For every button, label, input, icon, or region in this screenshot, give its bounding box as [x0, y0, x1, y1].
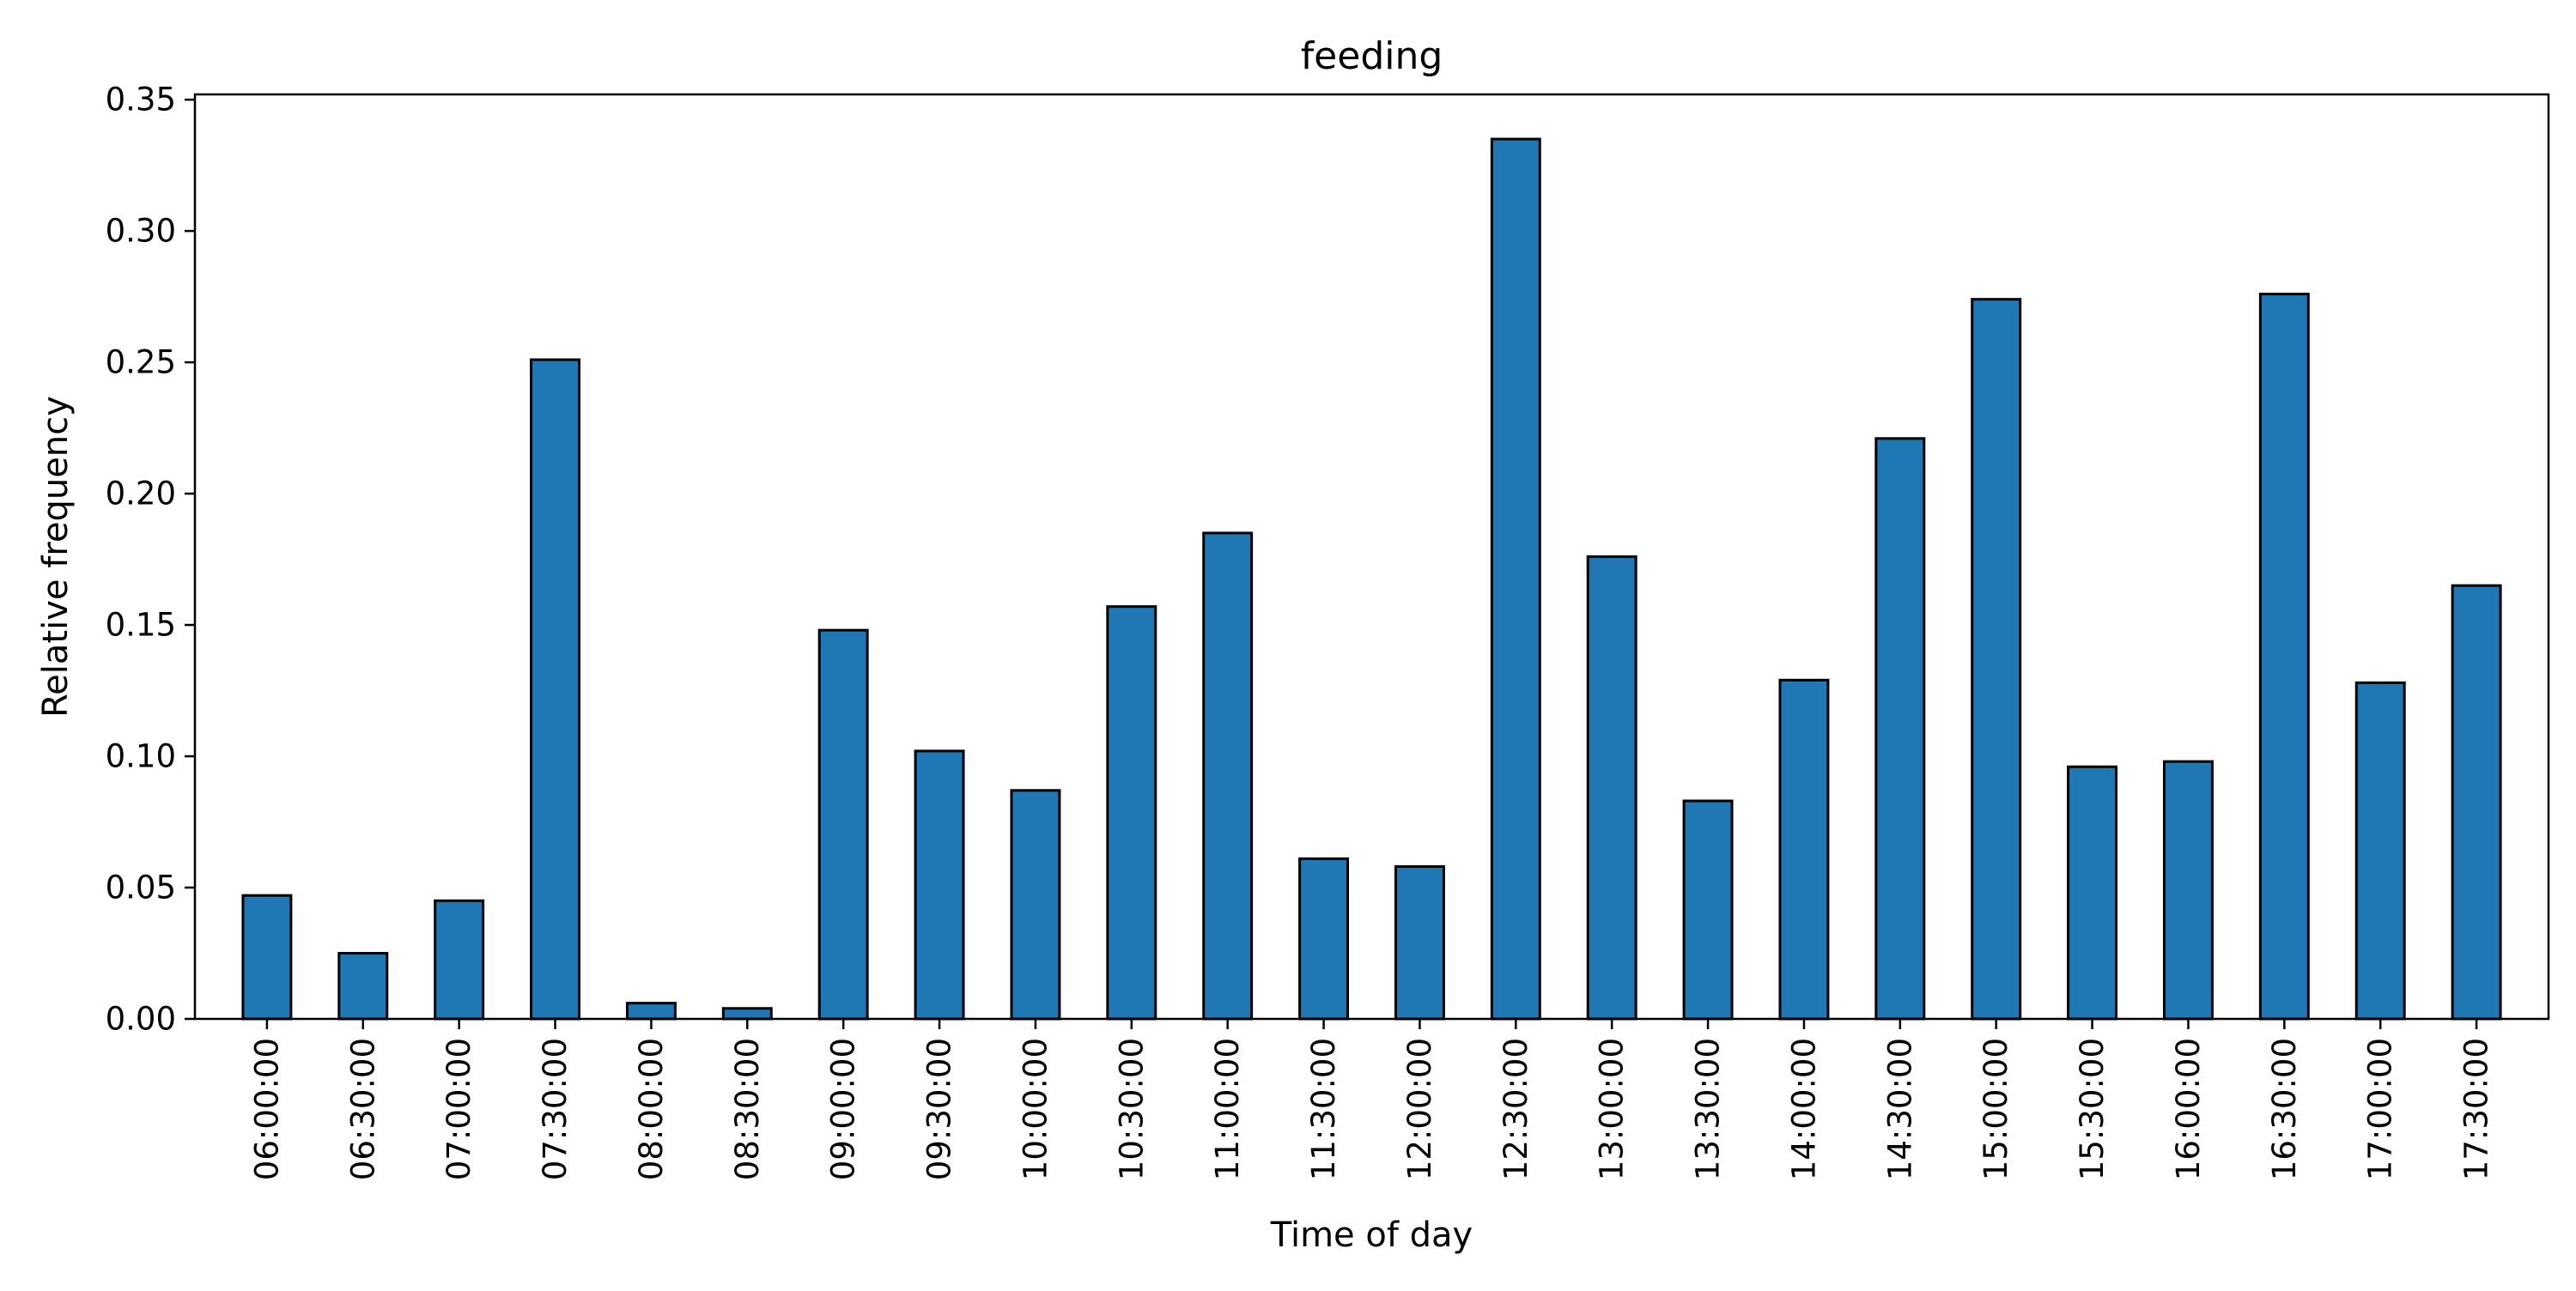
- bar-11-00-00: [1202, 531, 1254, 1021]
- bar-15-30-00: [2067, 765, 2118, 1021]
- bar-13-30-00: [1682, 799, 1734, 1021]
- x-tick-label: 12:00:00: [1401, 1038, 1438, 1180]
- bar-15-00-00: [1971, 298, 2022, 1021]
- bar-09-30-00: [914, 749, 965, 1021]
- bar-12-00-00: [1394, 865, 1445, 1021]
- x-tick-label: 07:00:00: [440, 1038, 477, 1180]
- x-tick-label: 14:30:00: [1881, 1038, 1918, 1180]
- y-tick-label: 0.25: [106, 344, 176, 381]
- y-axis: 0.00 0.05 0.10 0.15 0.20 0.25 0.30 0.35: [106, 82, 195, 1038]
- bar-07-30-00: [530, 358, 581, 1021]
- bar-17-00-00: [2354, 681, 2406, 1021]
- x-tick-label: 06:00:00: [248, 1038, 285, 1180]
- bar-06-00-00: [241, 894, 293, 1021]
- x-tick-label: 07:30:00: [537, 1038, 574, 1180]
- chart-title: feeding: [1301, 34, 1443, 78]
- bar-08-00-00: [625, 1002, 677, 1021]
- bar-13-00-00: [1586, 555, 1637, 1021]
- x-tick-label: 14:00:00: [1785, 1038, 1822, 1180]
- x-tick-label: 15:30:00: [2074, 1038, 2111, 1180]
- y-tick-label: 0.10: [106, 738, 176, 775]
- plot-frame: [193, 93, 2550, 1021]
- bar-12-30-00: [1490, 137, 1541, 1021]
- x-axis-label: Time of day: [1270, 1215, 1473, 1255]
- x-tick-label: 09:00:00: [825, 1038, 862, 1180]
- x-tick-label: 16:30:00: [2266, 1038, 2303, 1180]
- bar-17-30-00: [2451, 584, 2502, 1021]
- y-tick-label: 0.35: [106, 82, 176, 118]
- x-tick-label: 10:00:00: [1017, 1038, 1054, 1180]
- bar-08-30-00: [721, 1007, 773, 1021]
- x-tick-label: 13:00:00: [1594, 1038, 1631, 1180]
- x-tick-label: 17:00:00: [2362, 1038, 2399, 1180]
- bar-06-30-00: [337, 952, 389, 1021]
- bar-16-00-00: [2162, 760, 2214, 1021]
- y-tick-label: 0.15: [106, 607, 176, 644]
- x-tick-label: 11:30:00: [1305, 1038, 1342, 1180]
- bar-10-00-00: [1010, 789, 1061, 1021]
- bar-14-00-00: [1778, 678, 1830, 1021]
- bar-16-30-00: [2258, 293, 2310, 1021]
- bar-11-30-00: [1298, 857, 1350, 1021]
- y-tick-label: 0.30: [106, 213, 176, 250]
- x-tick-label: 15:00:00: [1978, 1038, 2014, 1180]
- bar-07-00-00: [434, 899, 485, 1021]
- y-tick-label: 0.20: [106, 476, 176, 512]
- bar-14-30-00: [1874, 437, 1926, 1021]
- x-axis: 06:00:00 06:30:00 07:00:00 07:30:00 08:00:00…: [248, 1019, 2495, 1180]
- x-tick-label: 12:30:00: [1498, 1038, 1534, 1180]
- x-tick-label: 09:30:00: [921, 1038, 958, 1180]
- x-tick-label: 11:00:00: [1209, 1038, 1246, 1180]
- x-tick-label: 08:30:00: [729, 1038, 766, 1180]
- bar-09-00-00: [817, 628, 869, 1021]
- y-tick-label: 0.05: [106, 870, 176, 906]
- y-axis-label: Relative frequency: [36, 396, 76, 718]
- x-tick-label: 17:30:00: [2458, 1038, 2495, 1180]
- x-tick-label: 16:00:00: [2170, 1038, 2207, 1180]
- x-tick-label: 06:30:00: [344, 1038, 381, 1180]
- bar-10-30-00: [1106, 605, 1157, 1021]
- y-tick-label: 0.00: [106, 1001, 176, 1038]
- x-tick-label: 08:00:00: [633, 1038, 670, 1180]
- x-tick-label: 10:30:00: [1113, 1038, 1150, 1180]
- x-tick-label: 13:30:00: [1690, 1038, 1727, 1180]
- bars-layer: [241, 137, 2502, 1021]
